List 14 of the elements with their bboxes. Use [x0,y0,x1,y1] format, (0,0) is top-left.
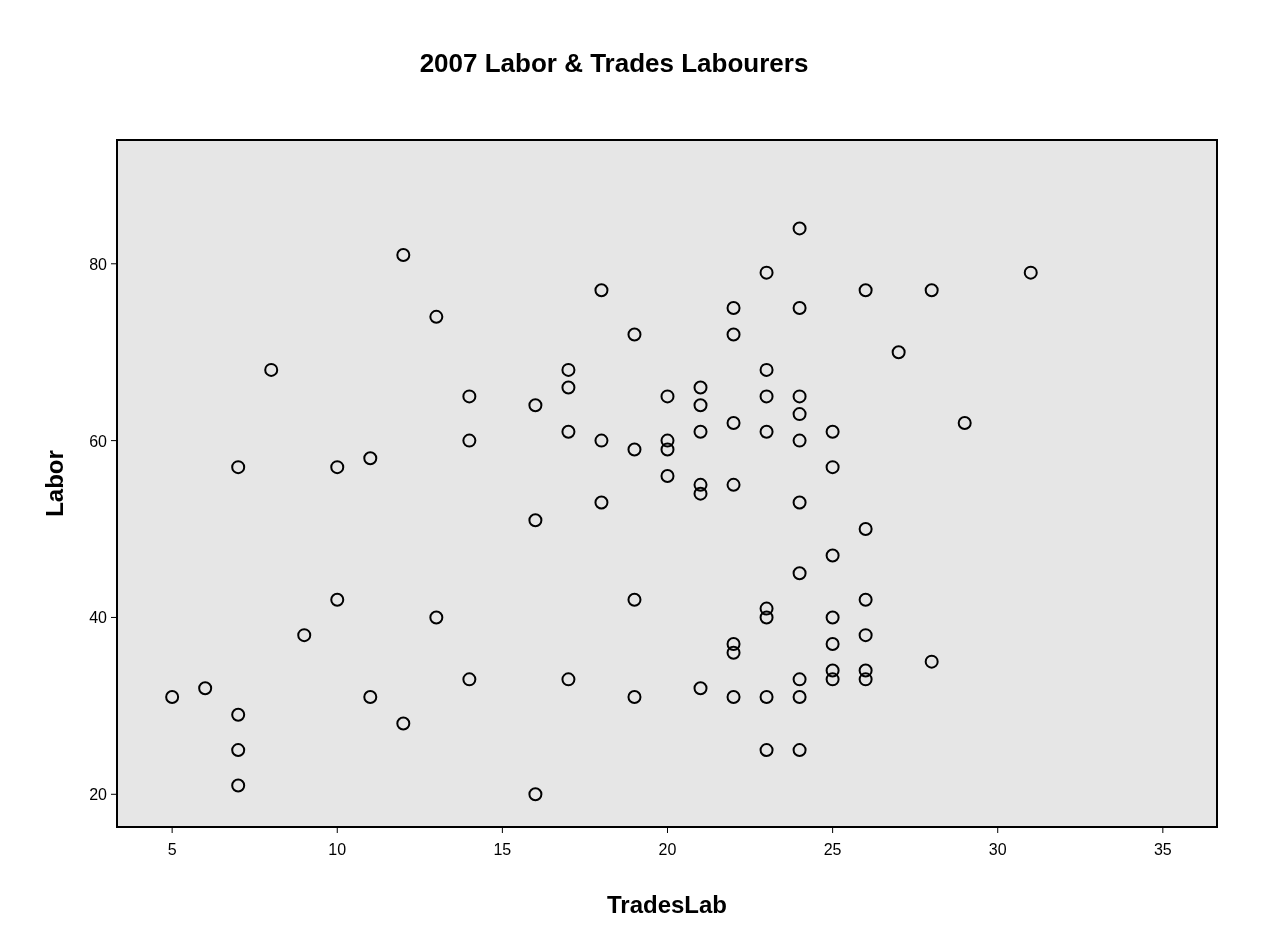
x-tick-label: 25 [823,841,842,858]
x-tick-label: 10 [328,841,347,858]
x-tick-label: 20 [658,841,677,858]
x-tick-label: 5 [167,841,177,858]
y-tick-label: 80 [89,255,108,273]
y-tick-label: 40 [89,609,108,627]
y-tick-label: 20 [89,786,108,804]
x-tick-label: 35 [1153,841,1172,858]
y-axis-title: Labor [41,450,68,517]
x-tick-label: 15 [493,841,512,858]
x-tick-label: 30 [988,841,1007,858]
chart-title: 2007 Labor & Trades Labourers [419,48,809,78]
y-tick-label: 60 [89,432,108,450]
x-axis-title: TradesLab [606,891,728,918]
